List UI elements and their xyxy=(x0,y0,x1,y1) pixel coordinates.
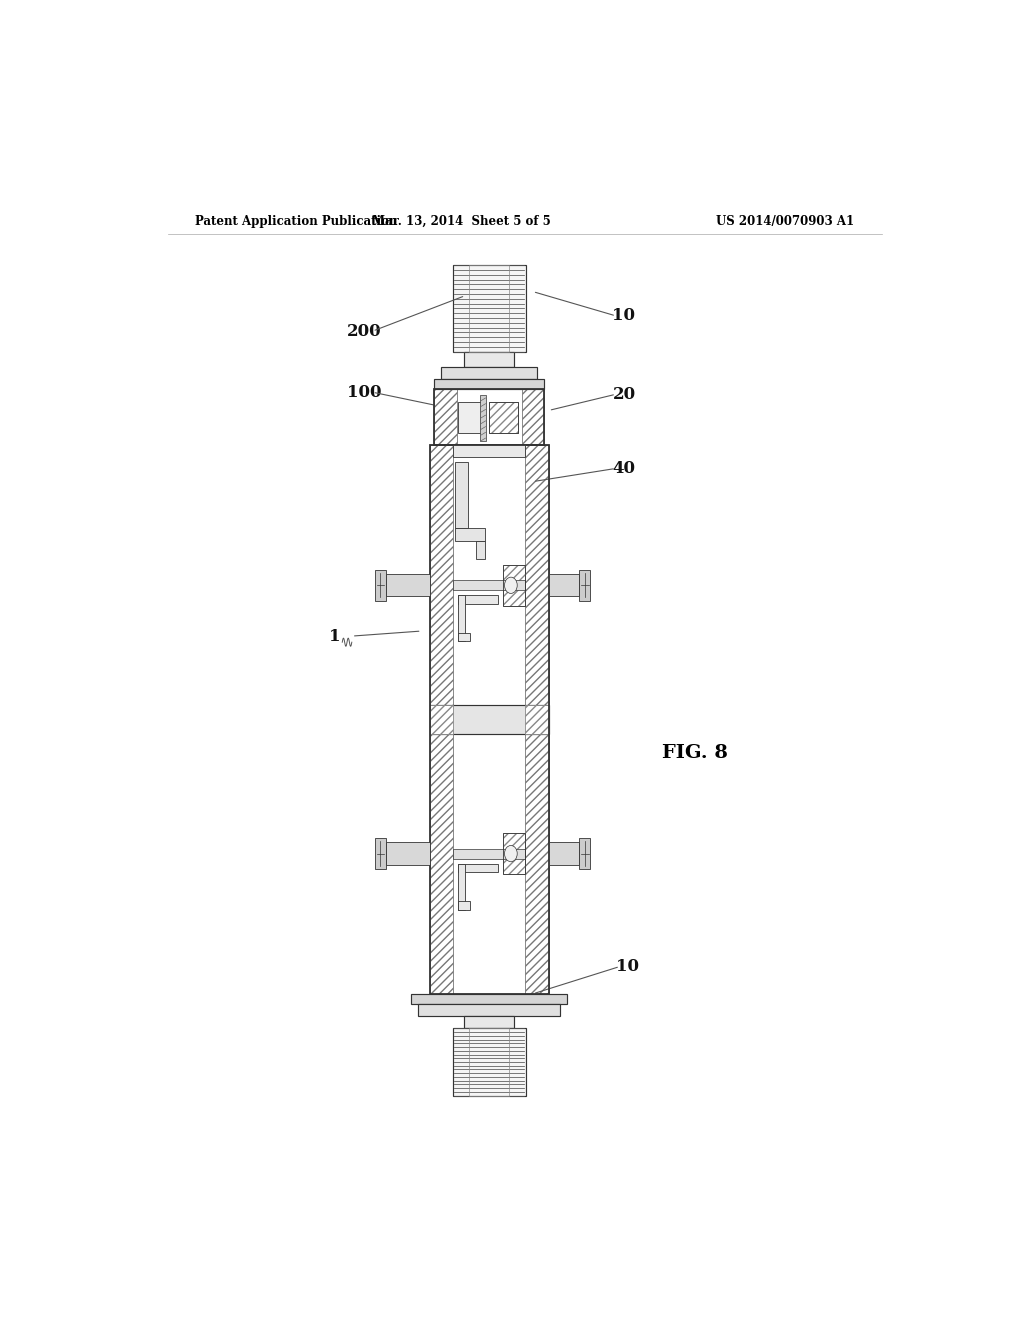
Text: Mar. 13, 2014  Sheet 5 of 5: Mar. 13, 2014 Sheet 5 of 5 xyxy=(372,215,551,228)
Bar xyxy=(475,541,485,558)
Bar xyxy=(441,367,537,379)
Bar xyxy=(453,1028,525,1096)
Bar xyxy=(455,528,485,541)
Bar xyxy=(504,833,525,874)
Bar xyxy=(434,389,457,445)
Bar xyxy=(453,265,525,351)
Bar xyxy=(386,842,430,865)
Bar xyxy=(480,395,486,441)
Text: US 2014/0070903 A1: US 2014/0070903 A1 xyxy=(716,215,854,228)
Bar xyxy=(464,1016,514,1028)
Bar xyxy=(521,389,544,445)
Bar xyxy=(430,705,454,734)
Bar xyxy=(549,574,580,597)
Bar xyxy=(459,634,470,642)
Bar xyxy=(430,705,549,734)
Bar xyxy=(455,462,468,528)
Bar xyxy=(489,403,518,433)
Text: 200: 200 xyxy=(347,322,382,339)
Bar xyxy=(469,1028,509,1096)
Bar xyxy=(459,863,465,909)
Bar xyxy=(419,1005,560,1016)
Text: Patent Application Publication: Patent Application Publication xyxy=(196,215,398,228)
Text: 10: 10 xyxy=(616,958,639,975)
Circle shape xyxy=(505,846,517,862)
Bar xyxy=(454,445,524,457)
Bar xyxy=(430,445,549,994)
Text: 1: 1 xyxy=(329,627,340,644)
Text: 100: 100 xyxy=(347,384,382,401)
Bar xyxy=(459,595,465,642)
Text: FIG. 8: FIG. 8 xyxy=(663,744,728,762)
Bar xyxy=(504,565,525,606)
Bar xyxy=(459,902,470,909)
Bar xyxy=(504,833,525,874)
Bar xyxy=(489,403,518,433)
Text: 20: 20 xyxy=(612,385,636,403)
Text: 40: 40 xyxy=(612,459,636,477)
Bar xyxy=(459,863,498,873)
Bar xyxy=(549,842,580,865)
Bar xyxy=(580,570,590,601)
Circle shape xyxy=(505,577,517,594)
Text: 10: 10 xyxy=(612,308,636,325)
Bar xyxy=(375,570,386,601)
Bar xyxy=(469,265,509,351)
Bar xyxy=(464,351,514,367)
Bar xyxy=(459,595,498,603)
Bar xyxy=(458,403,485,433)
Bar xyxy=(524,445,549,994)
Bar xyxy=(454,849,524,859)
Bar xyxy=(434,389,544,445)
Bar xyxy=(412,994,567,1005)
Bar xyxy=(504,565,525,606)
Bar xyxy=(434,379,544,389)
Bar xyxy=(430,445,454,994)
Bar xyxy=(454,581,524,590)
Bar xyxy=(524,705,549,734)
Bar xyxy=(386,574,430,597)
Bar xyxy=(375,838,386,869)
Bar xyxy=(580,838,590,869)
